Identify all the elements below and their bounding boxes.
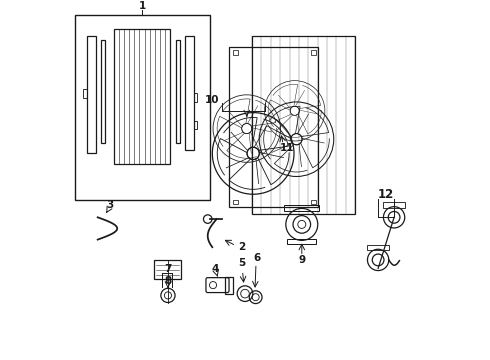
Text: 1: 1 <box>139 1 146 11</box>
Text: 5: 5 <box>238 258 245 269</box>
Bar <box>233 199 238 204</box>
Text: 4: 4 <box>211 264 219 274</box>
Bar <box>311 199 316 204</box>
Bar <box>233 50 238 55</box>
Text: 3: 3 <box>106 200 114 210</box>
Bar <box>176 40 180 143</box>
Text: 11: 11 <box>280 143 294 153</box>
Text: 9: 9 <box>298 255 305 265</box>
Text: 2: 2 <box>238 243 245 252</box>
Bar <box>114 29 171 164</box>
Text: 12: 12 <box>378 188 394 201</box>
Text: 7: 7 <box>164 264 171 274</box>
Text: 6: 6 <box>254 253 261 263</box>
Bar <box>87 36 96 153</box>
Text: 10: 10 <box>205 95 220 105</box>
Bar <box>194 93 197 102</box>
Bar <box>194 121 197 129</box>
Bar <box>288 239 316 244</box>
Text: 8: 8 <box>164 276 171 286</box>
Bar <box>229 47 318 207</box>
Bar <box>101 40 105 143</box>
Bar <box>74 15 210 199</box>
Bar <box>185 36 194 150</box>
Bar <box>384 202 405 208</box>
Bar <box>225 277 233 294</box>
Bar <box>311 50 316 55</box>
Bar <box>154 260 181 279</box>
Bar <box>368 245 389 250</box>
Bar <box>284 205 319 211</box>
Bar <box>252 36 355 214</box>
Bar <box>83 89 87 98</box>
